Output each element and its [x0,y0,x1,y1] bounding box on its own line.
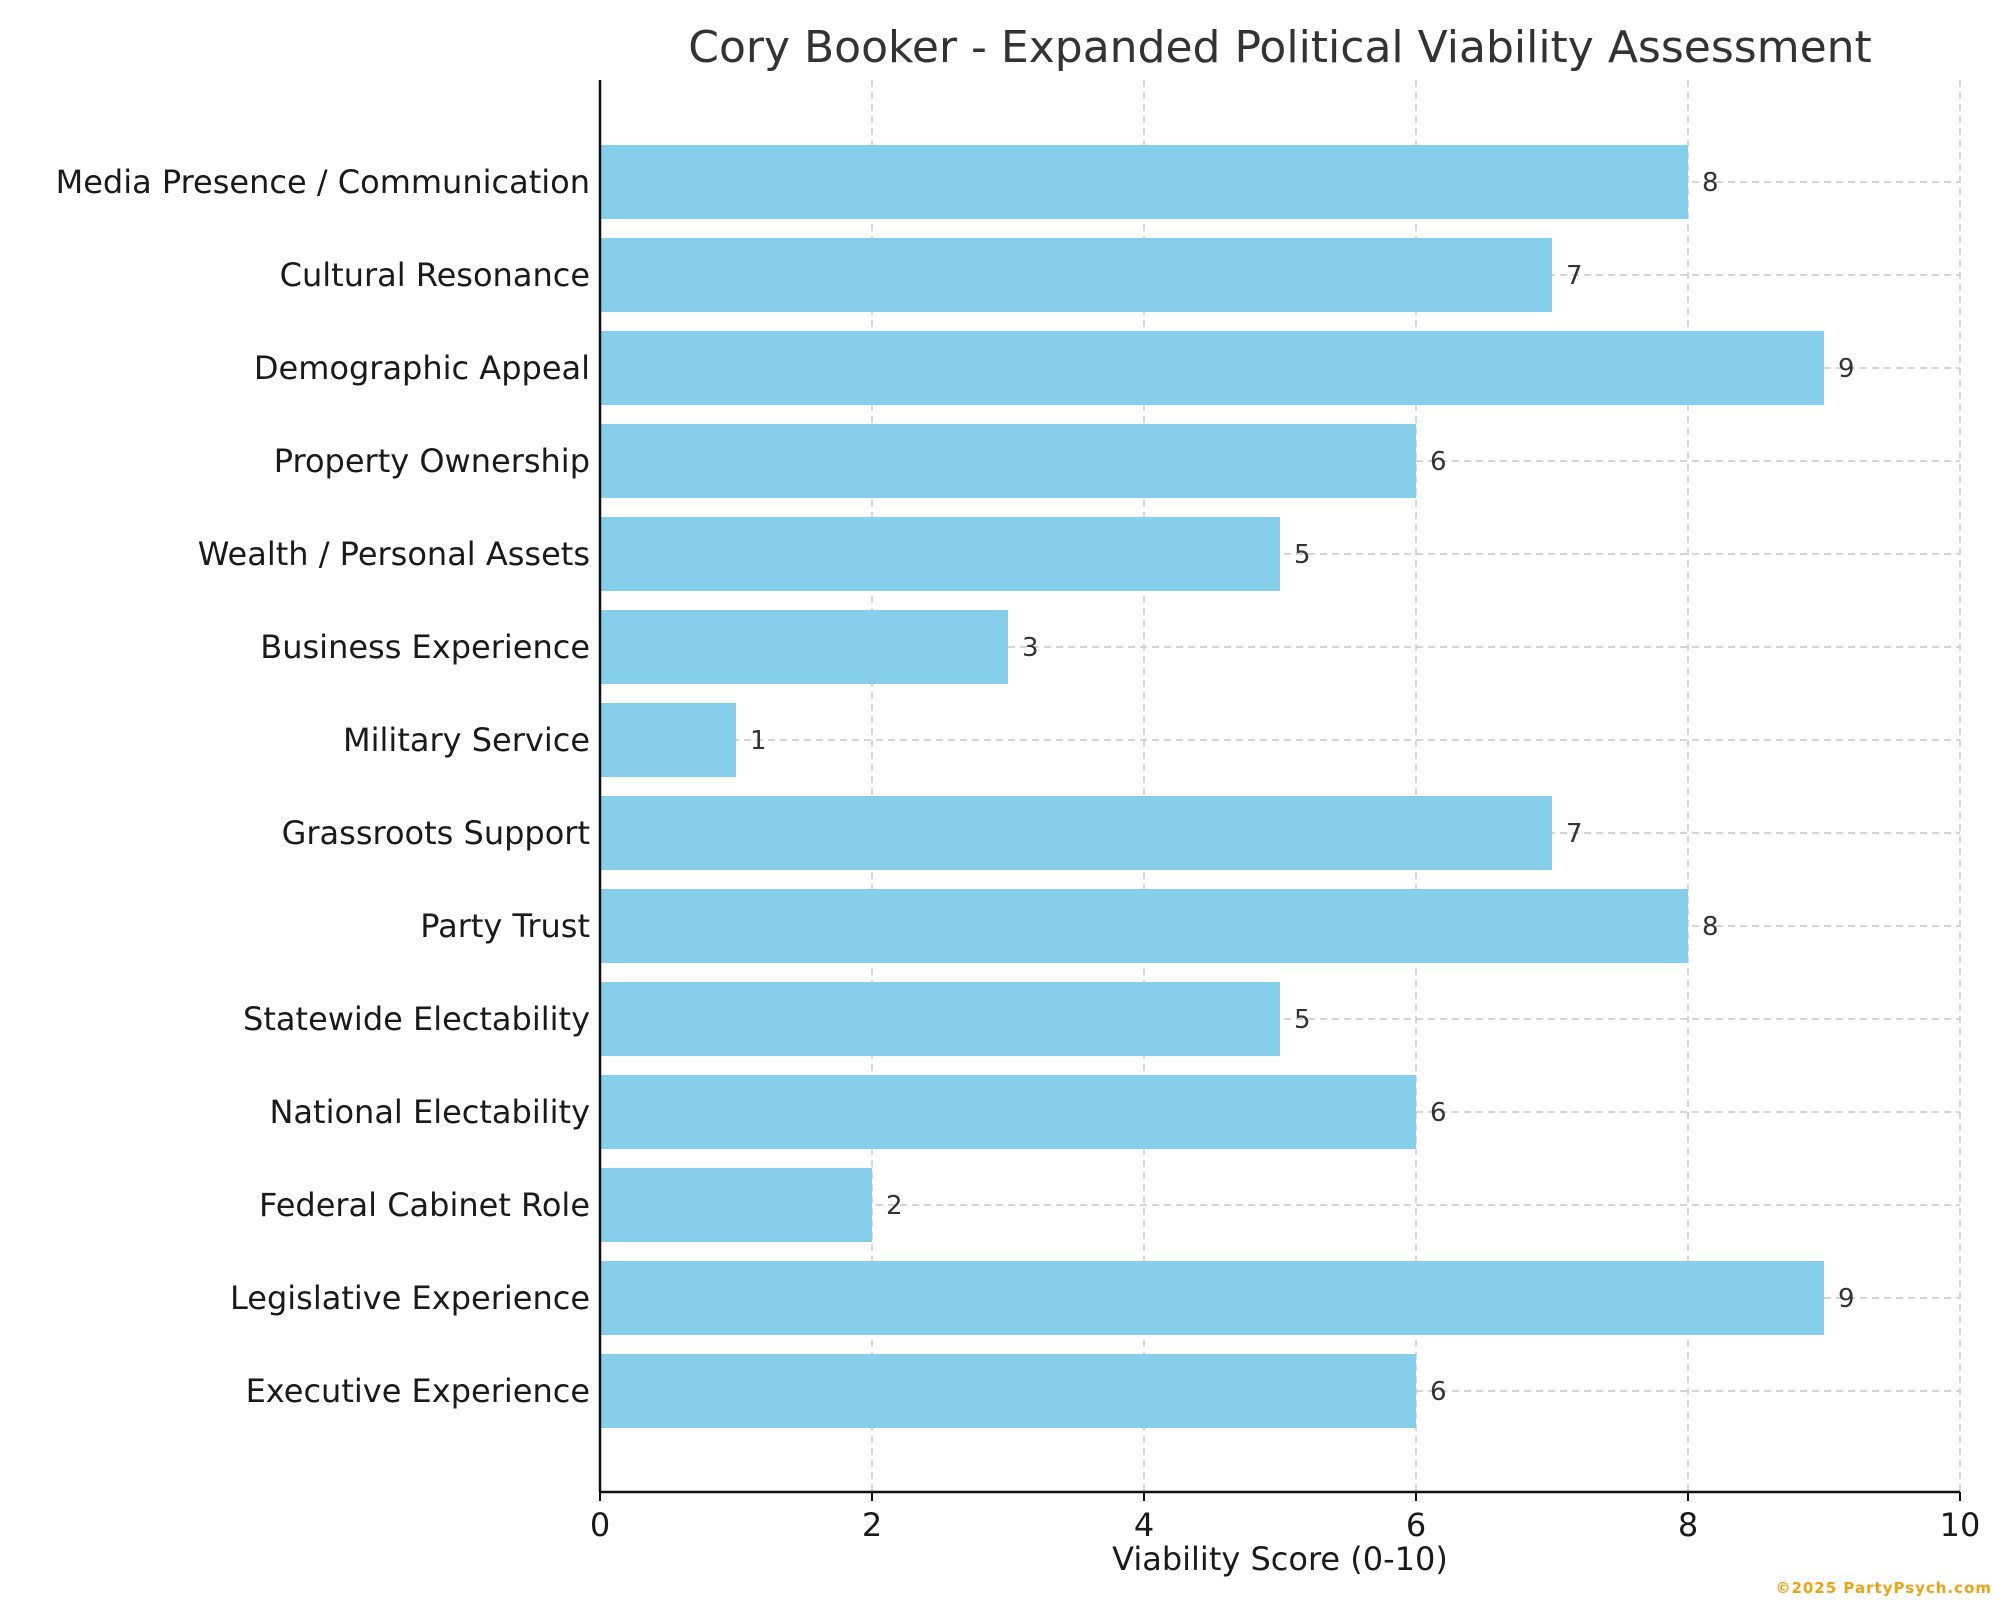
category-label: Cultural Resonance [280,256,590,294]
bar [600,610,1008,684]
value-label: 8 [1702,168,1719,198]
category-label: Grassroots Support [282,814,590,852]
value-label: 8 [1702,912,1719,942]
value-label: 6 [1430,1098,1447,1128]
x-axis-label: Viability Score (0-10) [1112,1540,1448,1578]
x-tick-label: 2 [862,1506,882,1544]
category-label: National Electability [269,1093,590,1131]
bar [600,982,1280,1056]
bar [600,703,736,777]
category-label: Demographic Appeal [254,349,590,387]
x-tick-label: 10 [1940,1506,1981,1544]
bars [600,145,1824,1428]
chart-title: Cory Booker - Expanded Political Viabili… [688,22,1872,73]
category-label: Legislative Experience [230,1279,590,1317]
category-label: Media Presence / Communication [56,163,590,201]
watermark: ©2025 PartyPsych.com [1775,1579,1992,1597]
x-tick-label: 4 [1134,1506,1154,1544]
value-label: 6 [1430,447,1447,477]
bar [600,238,1552,312]
value-label: 7 [1566,261,1583,291]
category-label: Statewide Electability [243,1000,590,1038]
bar [600,1354,1416,1428]
bar [600,796,1552,870]
value-label: 9 [1838,1284,1855,1314]
value-label: 2 [886,1191,903,1221]
x-tick-label: 8 [1678,1506,1698,1544]
value-label: 3 [1022,633,1039,663]
value-label: 6 [1430,1377,1447,1407]
category-label: Property Ownership [274,442,590,480]
category-label: Executive Experience [246,1372,590,1410]
bar [600,424,1416,498]
value-label: 9 [1838,354,1855,384]
bar [600,1261,1824,1335]
category-label: Wealth / Personal Assets [198,535,590,573]
bar [600,331,1824,405]
bar [600,145,1688,219]
value-label: 1 [750,726,767,756]
bar [600,1168,872,1242]
category-label: Federal Cabinet Role [259,1186,590,1224]
category-label: Military Service [343,721,590,759]
value-label: 5 [1294,540,1311,570]
bar [600,517,1280,591]
axes [598,80,1960,1494]
x-tick-label: 6 [1406,1506,1426,1544]
value-label: 5 [1294,1005,1311,1035]
value-labels: 8 7 9 6 5 3 1 7 8 5 6 2 9 6 [750,168,1855,1407]
bar [600,889,1688,963]
value-label: 7 [1566,819,1583,849]
category-label: Party Trust [420,907,590,945]
category-label: Business Experience [260,628,590,666]
bar [600,1075,1416,1149]
x-tick-labels: 0 2 4 6 8 10 [590,1492,1981,1544]
x-tick-label: 0 [590,1506,610,1544]
category-labels: Media Presence / Communication Cultural R… [56,163,590,1410]
